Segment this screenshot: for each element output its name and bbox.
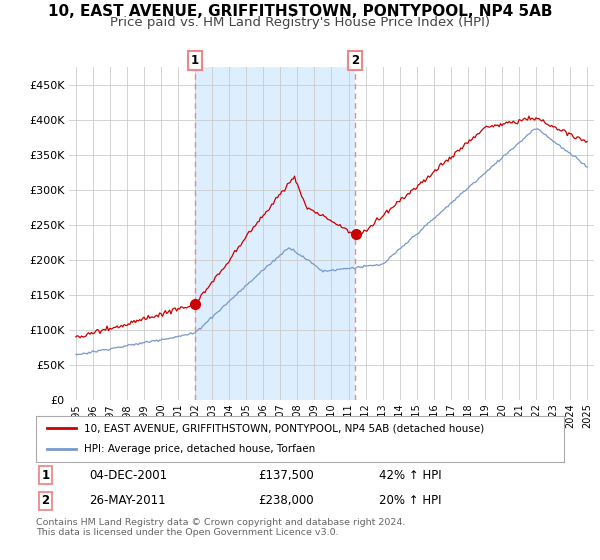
Text: Price paid vs. HM Land Registry's House Price Index (HPI): Price paid vs. HM Land Registry's House …	[110, 16, 490, 29]
Text: HPI: Average price, detached house, Torfaen: HPI: Average price, detached house, Torf…	[83, 445, 315, 455]
Text: 20% ↑ HPI: 20% ↑ HPI	[379, 494, 442, 507]
Text: Contains HM Land Registry data © Crown copyright and database right 2024.
This d: Contains HM Land Registry data © Crown c…	[36, 518, 406, 538]
Text: 1: 1	[191, 54, 199, 67]
Text: 10, EAST AVENUE, GRIFFITHSTOWN, PONTYPOOL, NP4 5AB (detached house): 10, EAST AVENUE, GRIFFITHSTOWN, PONTYPOO…	[83, 423, 484, 433]
Text: 42% ↑ HPI: 42% ↑ HPI	[379, 469, 442, 482]
Text: 26-MAY-2011: 26-MAY-2011	[89, 494, 166, 507]
Text: 2: 2	[352, 54, 359, 67]
Text: £238,000: £238,000	[258, 494, 313, 507]
Text: £137,500: £137,500	[258, 469, 314, 482]
Text: 1: 1	[41, 469, 50, 482]
Text: 10, EAST AVENUE, GRIFFITHSTOWN, PONTYPOOL, NP4 5AB: 10, EAST AVENUE, GRIFFITHSTOWN, PONTYPOO…	[48, 4, 552, 19]
Text: 2: 2	[41, 494, 50, 507]
Bar	[195, 67, 355, 400]
Text: 04-DEC-2001: 04-DEC-2001	[89, 469, 167, 482]
